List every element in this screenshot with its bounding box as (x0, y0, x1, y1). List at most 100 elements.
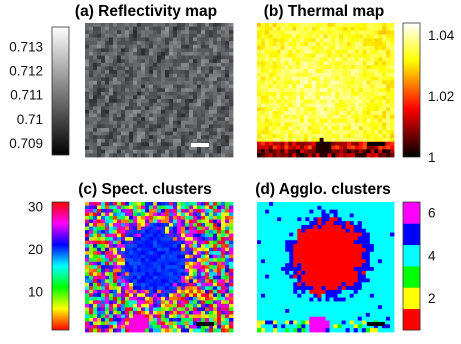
heatmap-cell (277, 270, 282, 276)
heatmap-cell (225, 41, 230, 46)
heatmap-cell (327, 42, 332, 47)
heatmap-cell (285, 259, 290, 264)
heatmap-cell (293, 278, 298, 283)
heatmap-cell (293, 270, 298, 276)
heatmap-cell (300, 107, 305, 112)
heatmap-cell (165, 33, 170, 38)
heatmap-cell (85, 128, 90, 133)
heatmap-cell (89, 202, 94, 206)
heatmap-cell (177, 293, 182, 298)
heatmap-cell (323, 68, 328, 74)
heatmap-cell (385, 301, 391, 306)
heatmap-cell (358, 72, 364, 77)
heatmap-cell (97, 300, 102, 305)
heatmap-cell (85, 314, 90, 319)
heatmap-cell (133, 216, 138, 220)
heatmap-cell (153, 282, 158, 287)
heatmap-cell (149, 62, 154, 67)
heatmap-cell (311, 38, 317, 43)
heatmap-cell (173, 226, 178, 231)
heatmap-cell (280, 91, 285, 97)
heatmap-cell (97, 102, 102, 107)
heatmap-cell (385, 286, 391, 291)
heatmap-cell (225, 251, 230, 256)
heatmap-cell (366, 65, 371, 70)
heatmap-cell (378, 122, 383, 127)
heatmap-cell (339, 26, 344, 32)
heatmap-cell (277, 263, 282, 268)
heatmap-cell (197, 26, 202, 31)
heatmap-cell (229, 138, 234, 143)
heatmap-cell (269, 259, 274, 264)
heatmap-cell (292, 53, 297, 58)
heatmap-cell (362, 122, 367, 127)
heatmap-cell (339, 107, 344, 112)
heatmap-cell (272, 111, 277, 116)
heatmap-cell (386, 153, 391, 158)
heatmap-cell (105, 124, 110, 129)
heatmap-cell (141, 135, 146, 140)
heatmap-cell (205, 317, 210, 322)
heatmap-cell (350, 91, 356, 97)
heatmap-cell (315, 61, 321, 66)
heatmap-cell (319, 134, 324, 139)
heatmap-cell (257, 267, 262, 272)
heatmap-cell (292, 141, 297, 146)
heatmap-cell (292, 23, 297, 28)
heatmap-cell (362, 45, 367, 51)
heatmap-cell (341, 232, 347, 237)
heatmap-cell (354, 72, 360, 77)
heatmap-cell (345, 289, 351, 295)
heatmap-cell (197, 251, 202, 256)
heatmap-cell (157, 286, 162, 291)
heatmap-cell (113, 219, 118, 224)
heatmap-cell (361, 213, 367, 218)
heatmap-cell (117, 146, 122, 151)
heatmap-cell (177, 138, 182, 143)
heatmap-cell (325, 228, 330, 233)
heatmap-cell (141, 268, 146, 273)
heatmap-cell (343, 76, 348, 81)
heatmap-cell (197, 303, 202, 308)
heatmap-cell (101, 84, 106, 89)
heatmap-cell (149, 149, 154, 154)
heatmap-cell (273, 270, 278, 276)
heatmap-cell (97, 223, 102, 227)
heatmap-cell (201, 55, 206, 60)
heatmap-cell (311, 149, 317, 154)
heatmap-cell (121, 212, 126, 217)
heatmap-cell (117, 91, 122, 96)
heatmap-cell (281, 312, 286, 318)
heatmap-cell (261, 263, 266, 268)
heatmap-cell (185, 109, 190, 114)
heatmap-cell (292, 76, 297, 81)
heatmap-cell (319, 42, 324, 47)
heatmap-cell (260, 57, 266, 62)
heatmap-cell (149, 153, 154, 158)
heatmap-cell (121, 142, 126, 147)
heatmap-cell (285, 274, 290, 279)
heatmap-cell (121, 124, 126, 129)
heatmap-cell (305, 205, 310, 211)
heatmap-cell (137, 113, 142, 118)
heatmap-cell (370, 34, 375, 39)
heatmap-cell (358, 45, 364, 51)
heatmap-cell (281, 202, 286, 207)
heatmap-cell (189, 300, 194, 305)
heatmap-cell (339, 23, 344, 28)
heatmap-cell (229, 128, 234, 133)
heatmap-cell (229, 109, 234, 114)
heatmap-cell (257, 45, 262, 51)
heatmap-cell (157, 146, 162, 151)
heatmap-cell (357, 282, 363, 287)
heatmap-cell (307, 118, 313, 123)
heatmap-cell (301, 293, 306, 298)
heatmap-cell (165, 146, 170, 151)
heatmap-cell (165, 223, 170, 227)
heatmap-cell (288, 88, 293, 93)
heatmap-cell (169, 88, 174, 93)
heatmap-cell (149, 212, 154, 217)
heatmap-cell (193, 303, 198, 308)
heatmap-cell (377, 305, 383, 310)
heatmap-cell (85, 219, 90, 224)
